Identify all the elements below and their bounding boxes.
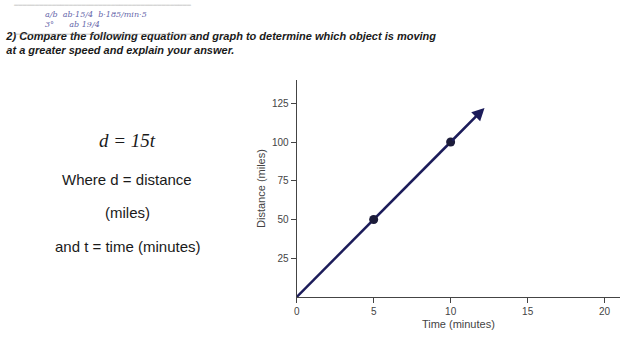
svg-text:50: 50 — [278, 214, 290, 225]
svg-text:125: 125 — [272, 98, 289, 109]
svg-text:d = 15t: d = 15t — [99, 130, 156, 151]
svg-text:20: 20 — [599, 306, 611, 317]
svg-text:100: 100 — [272, 137, 289, 148]
svg-text:Time (minutes): Time (minutes) — [422, 318, 495, 330]
svg-text:5: 5 — [371, 306, 377, 317]
svg-text:15: 15 — [522, 306, 534, 317]
svg-text:——————————————————————————————: ————————————————————————————————————————… — [14, 30, 192, 38]
svg-text:(miles): (miles) — [105, 204, 150, 221]
svg-text:Where d = distance: Where d = distance — [62, 171, 192, 188]
svg-text:0: 0 — [294, 306, 300, 317]
svg-text:Distance (miles): Distance (miles) — [255, 149, 267, 228]
svg-text:2) Compare the following equat: 2) Compare the following equation and gr… — [5, 30, 436, 56]
svg-text:25: 25 — [278, 253, 290, 264]
svg-text:and t = time (minutes): and t = time (minutes) — [55, 238, 200, 255]
svg-text:——————————————————————————————: ————————————————————————————————————————… — [14, 1, 192, 9]
svg-text:10: 10 — [445, 306, 457, 317]
svg-text:a/b ab·15/4 b·185/min·5: a/b ab·15/4 b·185/min·5 — [45, 10, 147, 19]
svg-text:3° ab 19/4: 3° ab 19/4 — [45, 20, 100, 29]
svg-text:75: 75 — [278, 175, 290, 186]
